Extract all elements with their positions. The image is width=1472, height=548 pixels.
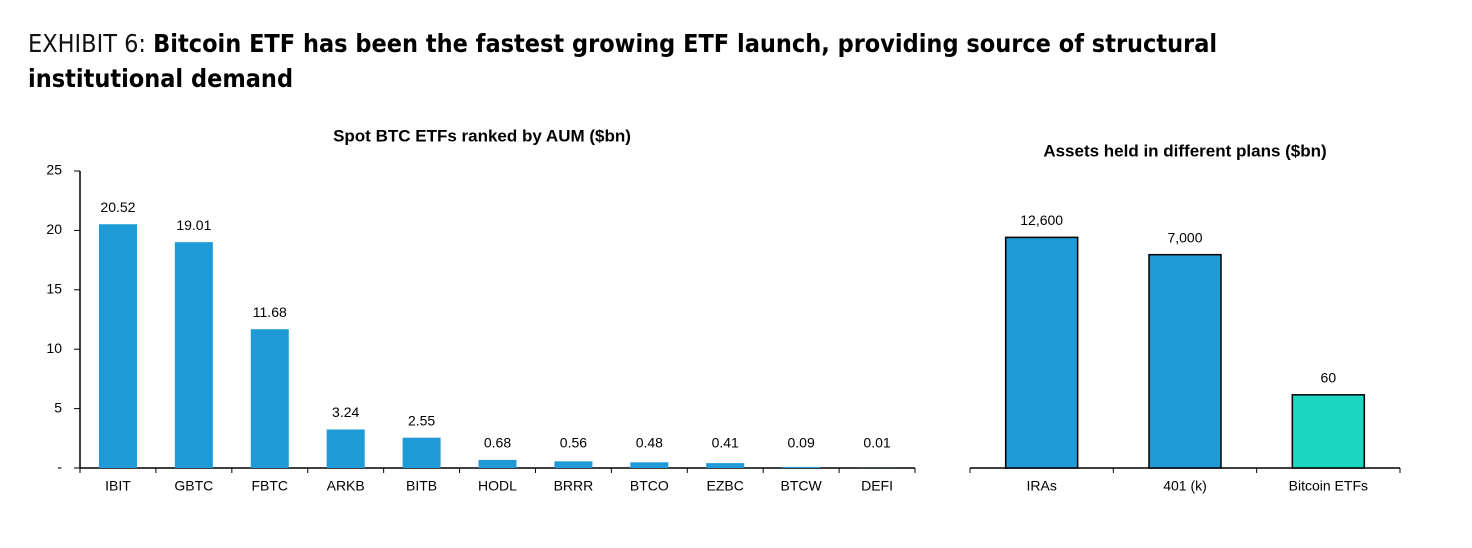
x-tick-label: BITB [406, 478, 437, 494]
exhibit-label: EXHIBIT 6: [28, 29, 146, 58]
bar [478, 459, 517, 468]
x-tick-label: DEFI [861, 478, 893, 494]
bar [1148, 253, 1222, 469]
y-tick-label: 10 [46, 340, 62, 356]
value-label: 2.55 [408, 412, 435, 428]
bar [1004, 236, 1079, 469]
value-label: 0.48 [636, 435, 663, 451]
chart-title: Spot BTC ETFs ranked by AUM ($bn) [333, 126, 631, 145]
value-label: 19.01 [176, 217, 211, 233]
x-tick-label: ARKB [327, 478, 365, 494]
bar [1291, 394, 1366, 469]
value-label: 0.01 [863, 435, 890, 451]
x-tick-label: HODL [478, 478, 517, 494]
x-tick-label: Bitcoin ETFs [1289, 478, 1368, 494]
chart-title: Assets held in different plans ($bn) [1043, 141, 1326, 160]
x-tick-label: GBTC [174, 478, 213, 494]
bar [706, 463, 745, 468]
x-tick-label: 401 (k) [1163, 478, 1207, 494]
value-label: 0.41 [712, 435, 739, 451]
y-tick-label: 5 [54, 399, 62, 415]
y-tick-label: 20 [46, 221, 62, 237]
bar [250, 329, 289, 468]
bar [782, 466, 821, 468]
value-label: 60 [1321, 370, 1337, 386]
y-tick-label: 15 [46, 281, 62, 297]
bar [554, 461, 593, 468]
value-label: 0.09 [788, 435, 815, 451]
bar [630, 462, 669, 468]
value-label: 12,600 [1020, 212, 1063, 228]
x-tick-label: IRAs [1026, 478, 1056, 494]
bar [98, 224, 137, 468]
x-tick-label: IBIT [105, 478, 131, 494]
exhibit-title: Bitcoin ETF has been the fastest growing… [28, 29, 1218, 93]
value-label: 0.56 [560, 435, 587, 451]
value-label: 3.24 [332, 404, 359, 420]
y-tick-label: 25 [46, 162, 62, 178]
value-label: 11.68 [253, 304, 287, 320]
x-tick-label: EZBC [707, 478, 744, 494]
value-label: 20.52 [100, 199, 135, 215]
bar [402, 437, 441, 468]
value-label: 0.68 [484, 435, 511, 451]
bar [174, 242, 213, 468]
header: EXHIBIT 6: Bitcoin ETF has been the fast… [28, 26, 1368, 96]
x-tick-label: BRRR [554, 478, 594, 494]
x-tick-label: BTCO [630, 478, 669, 494]
y-tick-label: - [57, 459, 62, 475]
x-tick-label: BTCW [781, 478, 823, 494]
bar [326, 429, 365, 468]
x-tick-label: FBTC [251, 478, 288, 494]
value-label: 7,000 [1167, 229, 1202, 245]
